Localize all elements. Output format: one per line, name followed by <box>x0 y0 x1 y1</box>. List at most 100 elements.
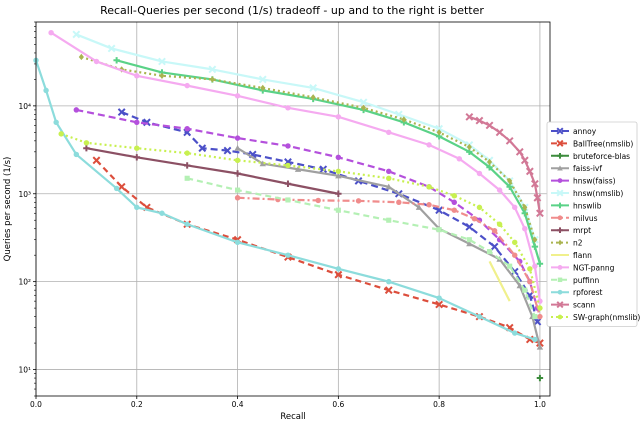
legend: annoy BallTree(nmslib) bruteforce-blas fais… <box>546 121 640 327</box>
data-point <box>533 193 542 202</box>
x-tick-label: 0.2 <box>131 400 143 409</box>
data-point <box>471 216 478 222</box>
data-point <box>537 298 543 304</box>
data-point <box>465 112 474 121</box>
x-tick-label: 0.0 <box>30 400 42 409</box>
data-point <box>359 98 368 107</box>
data-point <box>415 204 423 210</box>
data-point <box>83 140 90 146</box>
data-point <box>73 151 80 158</box>
data-point <box>234 93 241 99</box>
data-point <box>260 84 266 92</box>
data-point <box>335 207 341 213</box>
data-point <box>285 143 291 149</box>
data-point <box>426 142 432 148</box>
data-point <box>532 236 538 243</box>
data-point <box>335 190 342 197</box>
series-line <box>86 147 339 195</box>
data-point <box>209 76 215 83</box>
series-line <box>116 59 541 265</box>
series-mrpt <box>83 144 342 197</box>
data-point <box>490 242 499 251</box>
data-point <box>537 313 543 320</box>
data-point <box>234 170 241 177</box>
data-point <box>435 300 444 309</box>
legend-label: hnsw(faiss) <box>573 177 616 186</box>
data-point <box>315 197 321 204</box>
data-point <box>516 282 523 289</box>
data-point <box>386 278 392 285</box>
data-point <box>522 204 528 211</box>
data-point <box>522 287 528 293</box>
data-point <box>309 84 318 92</box>
data-point <box>159 210 165 216</box>
data-point <box>234 239 241 246</box>
data-point <box>72 30 81 39</box>
legend-label: n2 <box>573 239 583 248</box>
plot-area <box>33 29 544 382</box>
data-point <box>507 263 513 269</box>
data-point <box>436 227 442 233</box>
data-point <box>536 343 544 350</box>
data-point <box>466 143 472 151</box>
series-sw-graph-nmslib- <box>58 131 543 311</box>
data-point <box>451 192 457 199</box>
data-point <box>557 215 563 221</box>
series-line <box>81 55 536 241</box>
data-point <box>557 277 563 283</box>
data-point <box>183 162 191 169</box>
y-tick-label: 10³ <box>18 190 31 199</box>
data-point <box>310 94 316 101</box>
data-point <box>396 199 402 205</box>
data-point <box>184 82 190 89</box>
legend-item: rpforest <box>551 288 603 297</box>
data-point <box>536 209 544 218</box>
data-point <box>512 330 518 336</box>
data-point <box>107 44 116 53</box>
data-point <box>451 207 457 213</box>
data-point <box>208 65 217 74</box>
data-point <box>491 227 498 234</box>
legend-item: puffinn <box>551 276 600 285</box>
data-point <box>223 146 232 155</box>
data-point <box>456 156 463 162</box>
series-line <box>50 31 542 302</box>
data-point <box>466 240 473 247</box>
series-line <box>75 33 536 241</box>
data-point <box>476 170 483 177</box>
data-point <box>557 239 563 246</box>
data-point <box>451 199 457 205</box>
legend-label: puffinn <box>573 276 600 285</box>
legend-label: annoy <box>573 127 597 136</box>
legend-label: BallTree(nmslib) <box>573 139 633 148</box>
data-point <box>386 175 392 182</box>
data-point <box>436 295 442 301</box>
data-point <box>532 314 538 320</box>
y-tick-label: 10² <box>18 278 31 287</box>
legend-label: flann <box>573 251 592 260</box>
series-scann <box>465 112 544 218</box>
data-point <box>158 57 166 66</box>
data-point <box>386 168 392 175</box>
data-point <box>43 87 49 94</box>
data-point <box>384 286 393 295</box>
data-point <box>486 248 493 255</box>
data-point <box>495 128 504 137</box>
data-point <box>386 129 392 136</box>
series-balltree-nmslib- <box>92 156 544 347</box>
data-point <box>73 107 80 113</box>
chart-title: Recall-Queries per second (1/s) tradeoff… <box>100 4 484 17</box>
data-point <box>285 162 291 169</box>
series-line <box>34 59 536 341</box>
y-axis: 10¹ 10² 10³ 10⁴ <box>18 21 36 397</box>
series-bruteforce-blas <box>536 374 544 382</box>
legend-item: hnsw(nmslib) <box>551 189 623 198</box>
legend-item: BallTree(nmslib) <box>551 139 633 148</box>
legend-item: hnswlib <box>551 201 602 210</box>
data-point <box>557 153 563 159</box>
data-point <box>436 129 442 136</box>
data-point <box>435 206 444 215</box>
series-line <box>121 111 539 323</box>
legend-label: SW-graph(nmslib) <box>573 313 640 322</box>
data-point <box>234 144 241 151</box>
